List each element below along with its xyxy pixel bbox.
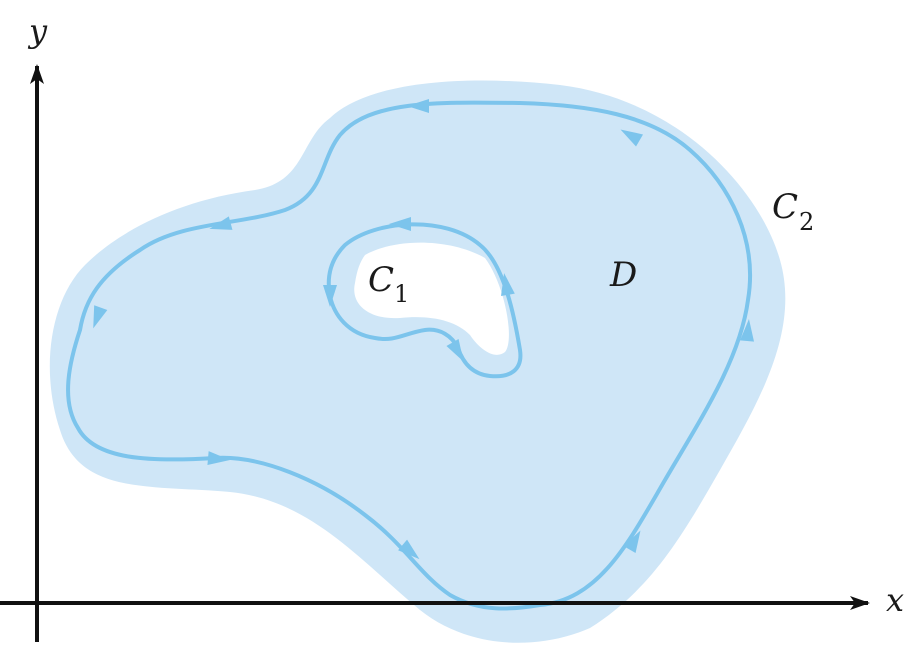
outer-curve-label-sub: 2 bbox=[799, 208, 814, 236]
arrowhead bbox=[398, 539, 420, 560]
outer-curve-label-main: C bbox=[772, 187, 798, 227]
outer-curve-label: C 2 bbox=[772, 187, 814, 236]
x-axis-label: x bbox=[886, 581, 904, 619]
arrowhead bbox=[620, 129, 644, 147]
region-d-label: D bbox=[609, 255, 637, 295]
inner-curve-label-main: C bbox=[368, 260, 394, 300]
outer-curve-c2 bbox=[66, 100, 753, 611]
inner-curve-arrows bbox=[323, 217, 515, 362]
arrowhead bbox=[207, 451, 230, 466]
arrowhead bbox=[501, 273, 515, 297]
region-d-shading bbox=[49, 80, 786, 643]
arrowhead bbox=[446, 338, 464, 362]
arrowhead bbox=[740, 319, 755, 342]
arrowhead bbox=[407, 99, 429, 113]
arrowhead bbox=[389, 217, 411, 231]
y-axis-label: y bbox=[27, 12, 48, 50]
inner-curve-label-sub: 1 bbox=[394, 280, 409, 308]
inner-curve-c1 bbox=[326, 222, 523, 379]
arrowhead bbox=[93, 305, 108, 329]
inner-curve-label: C 1 bbox=[368, 260, 409, 308]
arrowhead bbox=[323, 285, 337, 307]
arrowhead bbox=[623, 530, 641, 554]
outer-curve-arrows bbox=[93, 99, 755, 560]
arrowhead bbox=[209, 216, 233, 230]
